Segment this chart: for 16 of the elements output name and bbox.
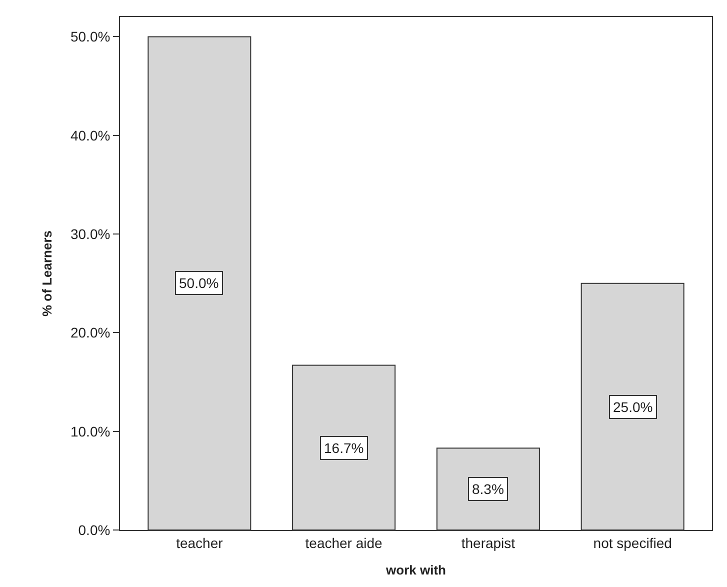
x-tick-label: teacher aide [305, 534, 383, 551]
y-axis-title: % of Learners [39, 230, 54, 316]
y-tick-label: 0.0% [78, 522, 110, 538]
x-tick-label: teacher [176, 534, 224, 551]
x-tick-label: not specified [593, 534, 672, 551]
y-tick-label: 50.0% [70, 28, 110, 45]
data-label: 16.7% [324, 440, 364, 456]
y-tick-label: 30.0% [70, 226, 110, 242]
data-label: 8.3% [472, 481, 504, 497]
data-label: 25.0% [613, 399, 653, 415]
x-tick-label: therapist [461, 534, 516, 551]
y-tick-label: 40.0% [70, 127, 110, 144]
data-label: 50.0% [179, 275, 219, 291]
y-tick-label: 20.0% [70, 324, 110, 341]
x-axis-title: work with [385, 562, 446, 578]
y-tick-label: 10.0% [70, 423, 110, 440]
